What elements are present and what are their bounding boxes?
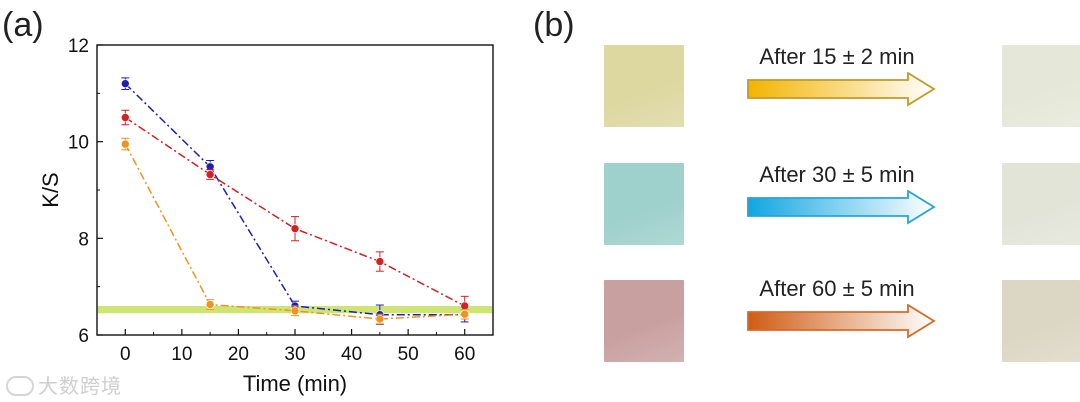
data-point-orange	[120, 139, 130, 149]
series-blue	[120, 77, 470, 325]
arrow-yellow	[747, 72, 936, 107]
x-tick-label: 0	[120, 344, 131, 365]
ks-line-chart: 0 10 20 30 40 50 60 6 8 10 12 Time (min) K/S	[38, 36, 494, 396]
plot-frame	[96, 44, 494, 336]
fabric-after-red	[1002, 280, 1080, 362]
watermark: 大数跨境	[6, 370, 122, 399]
data-point-orange	[460, 309, 470, 319]
series-orange	[120, 137, 470, 325]
arrow-label-60: After 60 ± 5 min	[759, 276, 915, 301]
y-tick-label: 12	[68, 36, 89, 57]
data-point-orange	[375, 314, 385, 324]
arrow-blue	[747, 190, 936, 225]
fabric-before-red	[604, 280, 684, 362]
x-tick-label: 50	[398, 344, 419, 365]
watermark-text: 大数跨境	[38, 374, 122, 398]
x-tick-label: 60	[454, 344, 475, 365]
x-tick-label: 40	[341, 344, 362, 365]
y-tick-label: 8	[78, 229, 89, 250]
fabric-before-cyan	[604, 163, 684, 245]
arrow-shape	[747, 304, 936, 339]
y-tick-label: 10	[68, 133, 89, 154]
panel-a-label: (a)	[2, 6, 44, 44]
data-point-orange	[290, 306, 300, 316]
series-line-red	[124, 116, 466, 307]
data-point-orange	[205, 300, 215, 309]
x-tick-label: 20	[228, 344, 249, 365]
series-line-orange	[124, 143, 465, 320]
data-point-red	[205, 170, 215, 179]
y-axis-label: K/S	[38, 172, 63, 207]
fabric-after-cyan	[1002, 163, 1080, 245]
y-tick-label: 6	[78, 326, 89, 347]
x-tick-label: 10	[171, 344, 192, 365]
arrow-shape	[747, 72, 936, 107]
arrow-orange	[747, 304, 936, 339]
data-point-red	[375, 257, 385, 266]
arrow-label-30: After 30 ± 5 min	[759, 162, 915, 187]
watermark-icon	[6, 376, 34, 396]
series-red	[120, 109, 470, 317]
arrow-shape	[747, 190, 936, 225]
panel-b-label: (b)	[533, 6, 575, 44]
data-point-blue	[120, 79, 130, 88]
data-point-red	[120, 113, 130, 122]
data-point-red	[290, 224, 300, 233]
series-line-blue	[124, 83, 465, 316]
fabric-before-yellow	[604, 45, 684, 127]
data-point-red	[460, 301, 470, 311]
arrow-label-15: After 15 ± 2 min	[759, 44, 915, 69]
x-axis-label: Time (min)	[243, 371, 347, 396]
fabric-after-yellow	[1002, 45, 1080, 127]
x-tick-label: 30	[284, 344, 305, 365]
